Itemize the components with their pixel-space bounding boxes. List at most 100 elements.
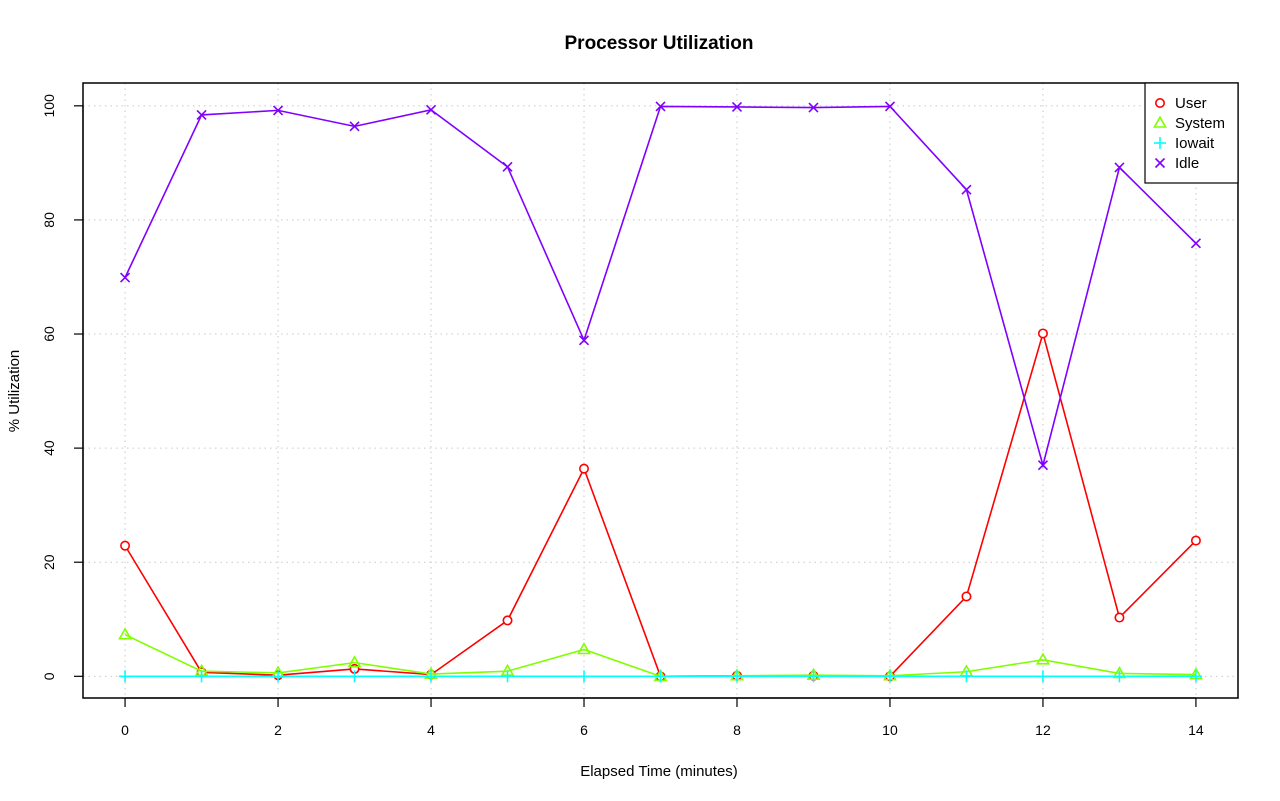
data-point-idle (425, 104, 437, 115)
legend-label-iowait: Iowait (1175, 135, 1215, 152)
data-point-user (1114, 612, 1125, 623)
data-point-iowait (348, 670, 361, 683)
data-point-system (118, 627, 133, 640)
x-tick-label: 10 (882, 722, 898, 738)
x-tick-label: 6 (580, 722, 588, 738)
data-point-idle (731, 101, 743, 113)
triangle-marker-shape (118, 627, 133, 640)
data-point-user (579, 463, 590, 474)
data-point-idle (961, 184, 972, 195)
data-point-iowait (807, 670, 820, 683)
x-tick-label: 14 (1188, 722, 1204, 738)
y-tick-label: 0 (41, 672, 57, 680)
cross-marker-b (1190, 238, 1201, 249)
cross-marker-b (1114, 162, 1125, 173)
cross-marker-b (425, 104, 437, 115)
y-tick-label: 60 (41, 326, 57, 342)
triangle-marker-shape (1153, 115, 1167, 128)
x-tick-label: 12 (1035, 722, 1051, 738)
data-point-iowait (654, 670, 667, 683)
legend-label-idle: Idle (1175, 155, 1199, 172)
data-point-user (502, 615, 513, 626)
cross-marker-b (731, 101, 743, 113)
triangle-marker-shape (347, 655, 362, 668)
triangle-marker-shape (1035, 652, 1050, 665)
cross-marker-b (272, 105, 284, 116)
data-point-idle (578, 335, 590, 346)
data-point-iowait (195, 670, 208, 683)
circle-marker-shape (1190, 535, 1201, 546)
data-point-idle (502, 161, 513, 172)
cross-marker-b (578, 335, 590, 346)
data-point-idle (349, 121, 360, 132)
data-point-iowait (960, 670, 973, 683)
cross-marker-b (120, 272, 131, 283)
y-axis-label: % Utilization (6, 350, 23, 433)
data-point-idle (120, 272, 131, 283)
data-point-system (1035, 652, 1050, 665)
data-point-system (577, 642, 591, 655)
circle-marker-shape (502, 615, 513, 626)
data-point-idle (1037, 460, 1049, 471)
legend-item-iowait: Iowait (1154, 135, 1215, 152)
circle-marker-shape (1037, 328, 1048, 339)
data-point-iowait (883, 670, 896, 683)
data-point-idle (196, 109, 207, 121)
data-point-idle (884, 101, 896, 112)
grid-lines (83, 83, 1238, 698)
data-point-idle (808, 102, 819, 113)
x-axis-label: Elapsed Time (minutes) (580, 763, 738, 780)
y-tick-label: 40 (41, 440, 57, 456)
circle-marker-shape (1114, 612, 1125, 623)
circle-marker-shape (579, 463, 590, 474)
data-point-user (961, 591, 972, 602)
data-point-iowait (272, 670, 285, 683)
legend-item-idle: Idle (1154, 155, 1199, 172)
data-point-iowait (425, 670, 438, 683)
y-tick-label: 100 (41, 94, 57, 118)
circle-marker-shape (1155, 98, 1166, 109)
series-idle (120, 101, 1201, 471)
legend-marker-idle (1154, 157, 1166, 169)
legend-item-system: System (1153, 115, 1225, 132)
triangle-marker-shape (577, 642, 591, 655)
data-point-iowait (1189, 670, 1202, 683)
legend: User System Iowait Idle (1144, 82, 1239, 184)
x-axis: 0 2 4 6 8 10 12 14 (121, 697, 1204, 738)
legend-marker-iowait (1154, 137, 1166, 149)
data-point-idle (1114, 162, 1125, 173)
data-point-user (1037, 328, 1048, 339)
data-series (118, 101, 1203, 683)
data-point-user (120, 540, 131, 551)
data-point-user (1190, 535, 1201, 546)
y-tick-label: 20 (41, 554, 57, 570)
legend-marker-system (1153, 115, 1167, 128)
cross-marker-b (349, 121, 360, 132)
x-tick-label: 2 (274, 722, 282, 738)
cross-marker-b (808, 102, 819, 113)
cross-marker-b (502, 161, 513, 172)
cross-marker-b (1037, 460, 1049, 471)
chart-title: Processor Utilization (565, 33, 754, 54)
y-axis: 0 20 40 60 80 100 (41, 94, 84, 680)
legend-item-user: User (1155, 95, 1207, 112)
data-point-idle (655, 101, 666, 112)
data-point-system (347, 655, 362, 668)
data-point-iowait (501, 670, 514, 683)
cross-marker-b (1154, 157, 1166, 169)
circle-marker-shape (961, 591, 972, 602)
y-tick-label: 80 (41, 212, 57, 228)
data-point-iowait (578, 670, 591, 683)
x-tick-label: 4 (427, 722, 435, 738)
cross-marker-b (961, 184, 972, 195)
cross-marker-b (884, 101, 896, 112)
x-tick-label: 0 (121, 722, 129, 738)
series-iowait (119, 670, 1202, 683)
data-point-iowait (119, 670, 132, 683)
data-point-iowait (1036, 670, 1049, 683)
cross-marker-b (196, 109, 207, 121)
data-point-iowait (730, 670, 743, 683)
legend-label-user: User (1175, 95, 1207, 112)
